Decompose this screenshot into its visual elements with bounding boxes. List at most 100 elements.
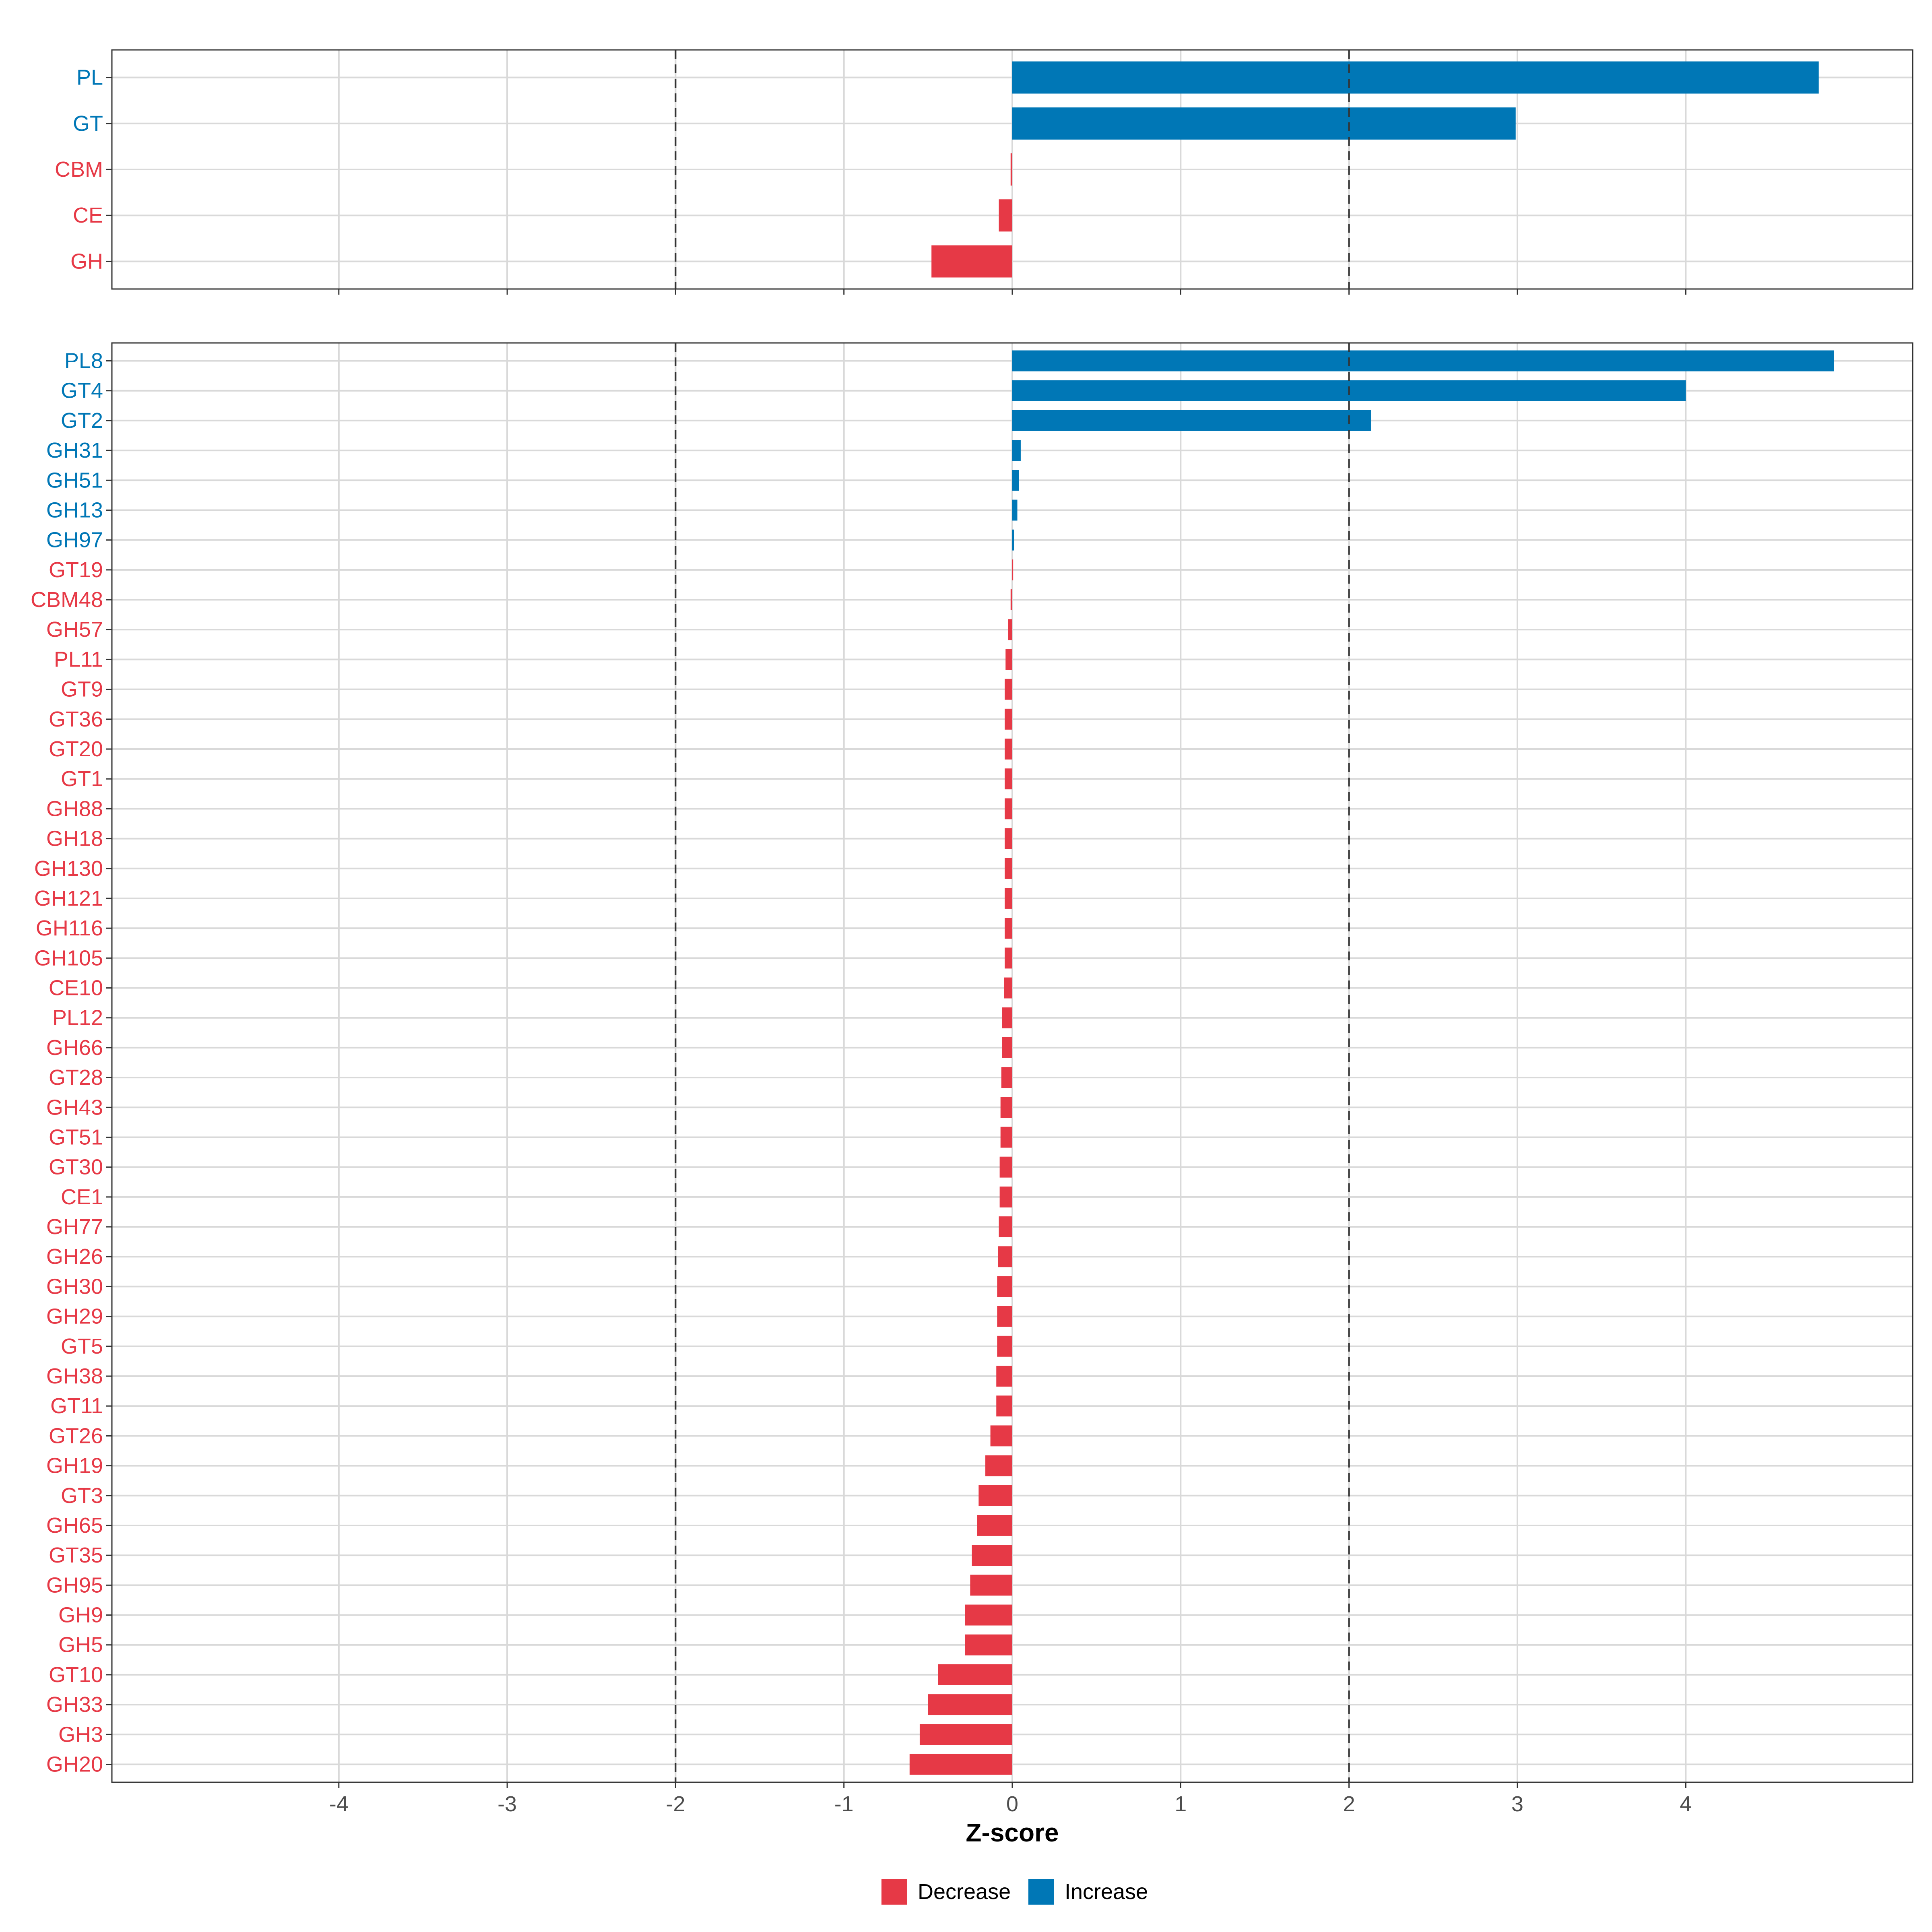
bar-gt11 [996,1395,1012,1417]
x-tick-label: -3 [497,1792,517,1816]
legend: Decrease Increase [881,1879,1148,1905]
category-label: PL12 [52,1006,103,1030]
bar-gt [1012,107,1516,140]
x-tick-label: 4 [1680,1792,1692,1816]
bar-gh65 [977,1515,1012,1536]
x-axis: -4 -3 -2 -1 0 1 2 3 4 [329,1792,1692,1816]
bar-gt36 [1005,708,1012,730]
x-tick-label: 2 [1343,1792,1355,1816]
category-label: GH20 [46,1752,103,1776]
category-label: GH19 [46,1454,103,1478]
category-label: CBM48 [31,588,103,612]
x-tick-label: 1 [1174,1792,1187,1816]
category-label: GH30 [46,1274,103,1298]
category-label: GH97 [46,528,103,552]
category-label: GH9 [58,1603,103,1627]
bar-gh130 [1005,858,1012,879]
panel-1: PL GT CBM CE GH [55,49,1913,295]
category-label: GH130 [34,857,103,881]
category-label: PL11 [54,647,103,671]
bar-gh9 [965,1604,1012,1626]
bar-pl [1012,61,1819,94]
bar-gt28 [1001,1067,1012,1088]
category-label: GT9 [61,677,103,702]
bar-gt3 [978,1485,1012,1506]
category-label: GT4 [61,379,103,403]
category-label: GH29 [46,1305,103,1329]
legend-item-decrease: Decrease [881,1879,1011,1905]
bar-gt2 [1012,410,1371,431]
bar-ce [999,199,1012,232]
category-label: GT20 [49,737,103,761]
bar-gt26 [990,1425,1012,1447]
bar-gh116 [1005,918,1012,939]
bar-gh18 [1005,828,1012,849]
category-label: GT3 [61,1484,103,1508]
category-label: GH51 [46,468,103,492]
bar-gt10 [938,1664,1012,1685]
x-axis-title: Z-score [966,1818,1059,1847]
bar-gh31 [1012,440,1021,461]
bar-gh121 [1005,888,1012,909]
bar-pl8 [1012,350,1834,372]
legend-swatch [1028,1879,1054,1905]
category-label: CBM [55,157,103,182]
category-label: CE [73,203,103,227]
x-tick-label: -2 [666,1792,685,1816]
category-label: GH88 [46,797,103,821]
bar-gh57 [1008,619,1012,640]
category-label: GH38 [46,1364,103,1388]
category-label: GH [70,249,103,273]
category-label: GH3 [58,1722,103,1746]
bar-ce10 [1004,977,1012,999]
bar-gh26 [998,1246,1012,1267]
category-label: GH77 [46,1215,103,1239]
bar-gt1 [1005,768,1012,790]
bar-gh20 [909,1754,1012,1775]
bar-gh3 [919,1724,1012,1745]
category-label: GT36 [49,707,103,731]
category-label: GT26 [49,1424,103,1448]
category-label: GT5 [61,1334,103,1358]
category-label: GT30 [49,1155,103,1179]
bar-gh105 [1005,947,1012,969]
bar-cbm48 [1010,589,1012,611]
bar-gt9 [1005,679,1012,700]
bar-gh13 [1012,500,1018,521]
bar-gh95 [970,1575,1012,1596]
legend-item-increase: Increase [1028,1879,1148,1905]
category-label: GH33 [46,1693,103,1717]
category-label: GT51 [49,1125,103,1149]
bar-gh33 [928,1694,1012,1715]
bar-gh38 [996,1366,1012,1387]
category-label: GH65 [46,1513,103,1538]
bar-gh19 [985,1455,1012,1476]
category-label: GH43 [46,1095,103,1119]
x-tick-label: -4 [329,1792,349,1816]
category-label: GH57 [46,617,103,642]
x-tick-label: 0 [1006,1792,1018,1816]
category-label: GH66 [46,1036,103,1060]
category-label: GT10 [49,1663,103,1687]
category-label: GT28 [49,1065,103,1090]
category-label: GT2 [61,409,103,433]
category-label: GH116 [36,916,103,940]
bar-gh97 [1012,529,1014,551]
bar-gh30 [997,1276,1012,1297]
bar-ce1 [999,1186,1012,1208]
bar-gt51 [1000,1127,1012,1148]
bar-gh43 [1000,1097,1012,1118]
bar-gh77 [999,1216,1012,1238]
chart-panels: PL GT CBM CE GH PL8 GT4 GT2 GH31 GH51 GH13 GH97 GT19… [31,49,1913,1788]
category-label: GH5 [58,1633,103,1657]
category-label: GH31 [46,438,103,462]
x-tick-label: 3 [1511,1792,1523,1816]
legend-label: Decrease [918,1880,1011,1904]
category-label: CE10 [49,976,103,1000]
category-label: GH95 [46,1573,103,1597]
bar-gh51 [1012,470,1019,491]
x-tick-label: -1 [834,1792,854,1816]
category-label: GH13 [46,498,103,522]
bar-gt30 [999,1156,1012,1178]
